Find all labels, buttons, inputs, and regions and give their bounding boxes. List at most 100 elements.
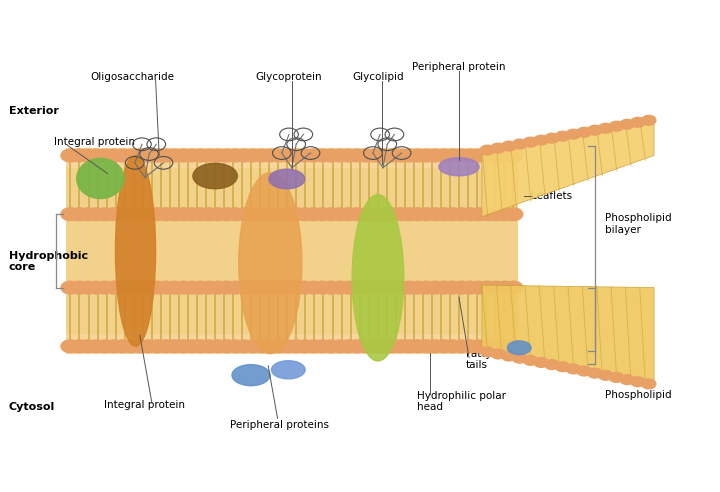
Circle shape: [243, 149, 262, 162]
Circle shape: [174, 149, 192, 162]
Circle shape: [374, 149, 392, 162]
Circle shape: [426, 281, 444, 294]
Circle shape: [382, 208, 401, 220]
Circle shape: [61, 281, 80, 294]
Circle shape: [104, 340, 123, 353]
Circle shape: [261, 149, 279, 162]
Circle shape: [122, 149, 140, 162]
Circle shape: [305, 340, 323, 353]
Circle shape: [113, 340, 132, 353]
Circle shape: [296, 208, 314, 220]
Circle shape: [165, 149, 184, 162]
Circle shape: [278, 208, 297, 220]
Circle shape: [183, 281, 202, 294]
Circle shape: [313, 340, 332, 353]
Circle shape: [374, 340, 392, 353]
Circle shape: [391, 149, 410, 162]
Circle shape: [487, 208, 505, 220]
Circle shape: [183, 340, 202, 353]
Circle shape: [339, 149, 358, 162]
Circle shape: [495, 208, 514, 220]
Circle shape: [469, 149, 488, 162]
Circle shape: [313, 149, 332, 162]
Circle shape: [502, 351, 516, 361]
Circle shape: [122, 208, 140, 220]
Circle shape: [226, 340, 245, 353]
Circle shape: [374, 281, 392, 294]
Circle shape: [408, 149, 427, 162]
Text: Oligosaccharide: Oligosaccharide: [91, 72, 175, 82]
Circle shape: [566, 364, 580, 374]
Text: Hydrophilic polar
head: Hydrophilic polar head: [418, 391, 506, 412]
Circle shape: [469, 281, 488, 294]
Circle shape: [70, 208, 89, 220]
Circle shape: [322, 340, 341, 353]
Ellipse shape: [77, 158, 124, 199]
Circle shape: [478, 149, 497, 162]
Circle shape: [348, 149, 366, 162]
Circle shape: [642, 116, 656, 125]
Circle shape: [165, 281, 184, 294]
Circle shape: [156, 149, 175, 162]
Circle shape: [577, 127, 591, 137]
Ellipse shape: [115, 155, 156, 346]
Ellipse shape: [193, 163, 238, 189]
Circle shape: [523, 355, 538, 365]
Circle shape: [235, 340, 253, 353]
Circle shape: [480, 145, 495, 155]
Circle shape: [269, 208, 288, 220]
Circle shape: [374, 208, 392, 220]
Circle shape: [174, 281, 192, 294]
Circle shape: [502, 141, 516, 151]
Circle shape: [78, 208, 97, 220]
Circle shape: [461, 281, 480, 294]
Circle shape: [192, 281, 210, 294]
Circle shape: [417, 281, 436, 294]
Circle shape: [122, 340, 140, 353]
Circle shape: [217, 281, 236, 294]
Circle shape: [192, 149, 210, 162]
Circle shape: [339, 281, 358, 294]
Circle shape: [487, 281, 505, 294]
Circle shape: [435, 149, 454, 162]
Circle shape: [278, 149, 297, 162]
Text: Fatty acyl
tails: Fatty acyl tails: [466, 349, 516, 370]
Circle shape: [382, 149, 401, 162]
Circle shape: [417, 149, 436, 162]
Circle shape: [513, 353, 527, 363]
Circle shape: [365, 340, 384, 353]
Circle shape: [631, 118, 645, 127]
Circle shape: [261, 208, 279, 220]
Circle shape: [513, 139, 527, 149]
Circle shape: [261, 281, 279, 294]
Circle shape: [305, 149, 323, 162]
Circle shape: [566, 129, 580, 139]
Circle shape: [287, 340, 305, 353]
Circle shape: [183, 149, 202, 162]
Circle shape: [504, 340, 523, 353]
Circle shape: [87, 208, 106, 220]
Circle shape: [305, 208, 323, 220]
Circle shape: [139, 208, 158, 220]
Circle shape: [226, 208, 245, 220]
Circle shape: [235, 281, 253, 294]
Circle shape: [609, 372, 624, 382]
Circle shape: [365, 149, 384, 162]
Ellipse shape: [352, 195, 404, 361]
Circle shape: [487, 340, 505, 353]
Circle shape: [322, 208, 341, 220]
Circle shape: [478, 281, 497, 294]
Circle shape: [209, 149, 228, 162]
Circle shape: [226, 281, 245, 294]
Circle shape: [104, 208, 123, 220]
Circle shape: [588, 369, 602, 378]
Circle shape: [269, 149, 288, 162]
Circle shape: [130, 208, 149, 220]
Circle shape: [461, 340, 480, 353]
Circle shape: [504, 281, 523, 294]
Circle shape: [209, 208, 228, 220]
Circle shape: [545, 360, 559, 369]
Circle shape: [192, 208, 210, 220]
Circle shape: [348, 208, 366, 220]
Circle shape: [400, 149, 418, 162]
